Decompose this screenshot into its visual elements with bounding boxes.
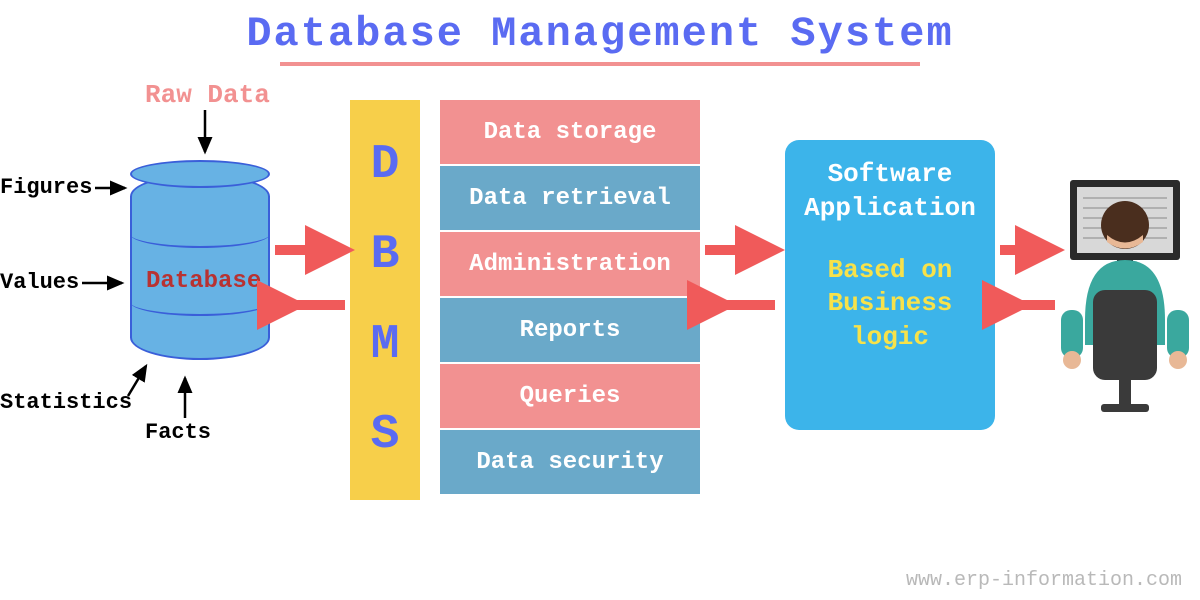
arrow-dbms-to-db-icon xyxy=(275,290,350,320)
arrow-facts-icon xyxy=(175,370,195,420)
func-data-retrieval: Data retrieval xyxy=(440,166,700,230)
footer-url: www.erp-information.com xyxy=(906,569,1182,592)
func-reports: Reports xyxy=(440,298,700,362)
title-underline xyxy=(280,62,920,66)
input-values: Values xyxy=(0,270,79,295)
func-queries: Queries xyxy=(440,364,700,428)
software-application-box: Software Application Based on Business l… xyxy=(785,140,995,430)
page-title: Database Management System xyxy=(0,0,1200,58)
arrow-func-to-app-icon xyxy=(705,235,780,265)
input-figures: Figures xyxy=(0,175,92,200)
dbms-letter-s: S xyxy=(371,411,400,459)
dbms-letter-m: M xyxy=(371,321,400,369)
app-line-logic: logic xyxy=(795,321,985,355)
arrow-app-to-func-icon xyxy=(705,290,780,320)
func-data-storage: Data storage xyxy=(440,100,700,164)
func-data-security: Data security xyxy=(440,430,700,494)
arrow-app-to-user-icon xyxy=(1000,235,1060,265)
database-label: Database xyxy=(146,268,261,295)
user-at-computer-icon xyxy=(1055,160,1195,420)
diagram-canvas: Raw Data Database Figures Values Statist… xyxy=(0,80,1200,600)
functions-column: Data storage Data retrieval Administrati… xyxy=(440,100,700,496)
input-facts: Facts xyxy=(145,420,211,445)
app-line-basedon: Based on xyxy=(795,254,985,288)
dbms-letter-d: D xyxy=(371,141,400,189)
arrow-statistics-icon xyxy=(128,358,158,398)
app-line-software: Software xyxy=(795,158,985,192)
app-line-application: Application xyxy=(795,192,985,226)
arrow-db-to-dbms-icon xyxy=(275,235,350,265)
dbms-bar: D B M S xyxy=(350,100,420,500)
arrow-rawdata-to-db-icon xyxy=(195,110,215,160)
arrow-figures-icon xyxy=(95,180,135,200)
dbms-letter-b: B xyxy=(371,231,400,279)
raw-data-label: Raw Data xyxy=(145,80,270,110)
app-line-business: Business xyxy=(795,287,985,321)
arrow-user-to-app-icon xyxy=(1000,290,1060,320)
input-statistics: Statistics xyxy=(0,390,132,415)
title-text: Database Management System xyxy=(246,10,953,58)
arrow-values-icon xyxy=(82,275,132,295)
func-administration: Administration xyxy=(440,232,700,296)
database-cylinder-icon: Database xyxy=(130,160,270,360)
